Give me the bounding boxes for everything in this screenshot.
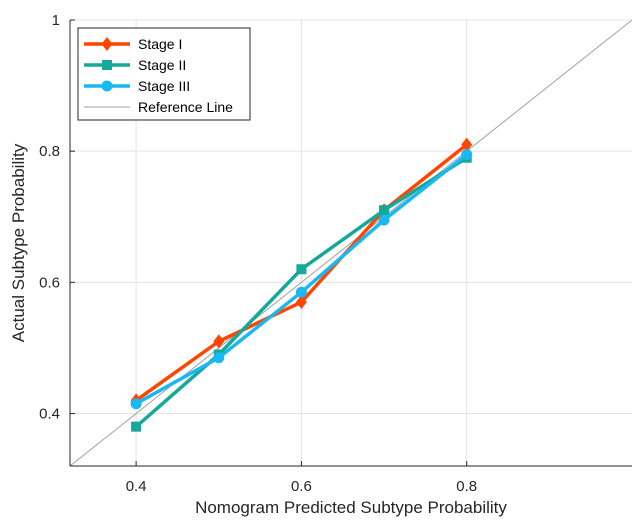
- legend-label: Stage II: [138, 57, 186, 73]
- tick-labels: 0.4 0.6 0.8 0.4 0.6 0.8 1: [39, 12, 477, 495]
- y-tick-label: 1: [52, 12, 60, 29]
- data-point: [461, 137, 473, 152]
- y-tick-label: 0.8: [39, 143, 60, 160]
- legend-label: Reference Line: [138, 99, 233, 115]
- x-tick-label: 0.8: [456, 478, 477, 495]
- series-3: [130, 148, 473, 410]
- data-point: [296, 264, 307, 275]
- x-axis-label: Nomogram Predicted Subtype Probability: [195, 498, 507, 517]
- data-point: [213, 334, 225, 349]
- x-tick-label: 0.4: [126, 478, 147, 495]
- reference-line: [69, 19, 632, 467]
- data-point: [295, 286, 307, 298]
- data-point: [130, 398, 142, 410]
- x-tick-label: 0.6: [291, 478, 312, 495]
- y-tick-label: 0.4: [39, 406, 60, 423]
- data-point: [131, 421, 142, 432]
- legend-marker: [101, 80, 113, 92]
- legend-marker: [101, 37, 113, 51]
- data-point: [213, 352, 225, 364]
- reference-line-layer: [69, 19, 632, 467]
- y-tick-label: 0.6: [39, 274, 60, 291]
- legend-label: Stage III: [138, 78, 190, 94]
- legend-label: Stage I: [138, 36, 182, 52]
- legend-marker: [102, 60, 112, 70]
- data-point: [295, 295, 307, 310]
- y-axis-label: Actual Subtype Probability: [9, 143, 28, 342]
- legend: Stage I Stage II Stage III Reference Line: [77, 27, 251, 121]
- axes: [69, 19, 632, 467]
- data-point: [378, 214, 390, 226]
- series-layer: [130, 137, 473, 432]
- data-point: [379, 205, 390, 216]
- data-point: [461, 148, 473, 160]
